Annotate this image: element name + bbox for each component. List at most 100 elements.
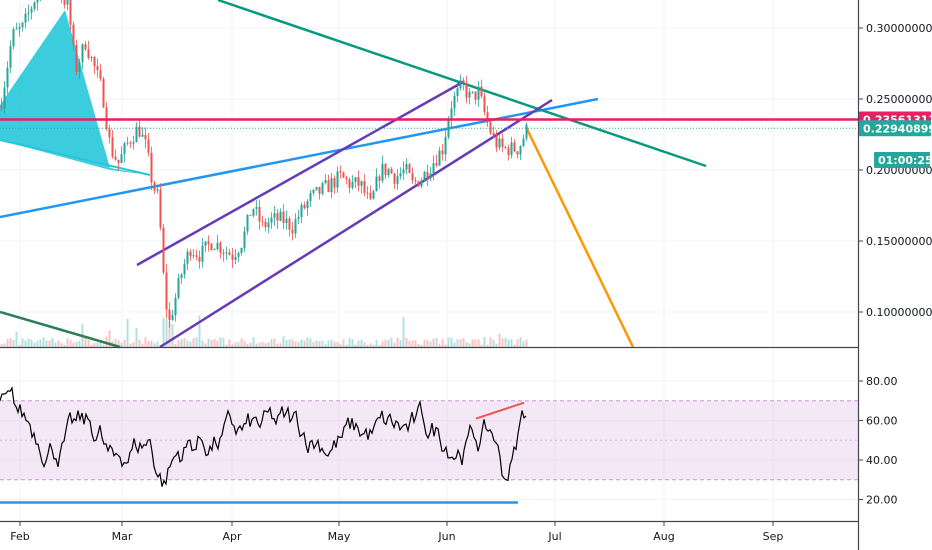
volume-bar bbox=[174, 344, 177, 347]
volume-bar bbox=[72, 342, 75, 347]
candle-body bbox=[231, 254, 234, 260]
volume-bar bbox=[234, 342, 237, 347]
candle-body bbox=[405, 164, 408, 170]
volume-bar bbox=[222, 338, 225, 347]
candle-body bbox=[36, 0, 39, 3]
volume-bar bbox=[210, 340, 213, 347]
candle-body bbox=[420, 180, 423, 187]
candle-body bbox=[90, 56, 93, 58]
volume-bar bbox=[24, 340, 27, 347]
candle-body bbox=[489, 122, 492, 133]
volume-bar bbox=[327, 340, 330, 347]
candle-body bbox=[159, 189, 162, 228]
volume-bar bbox=[513, 344, 516, 347]
candle-body bbox=[72, 24, 75, 45]
volume-bar bbox=[441, 339, 444, 347]
volume-bar bbox=[417, 344, 420, 347]
candle-body bbox=[246, 214, 249, 232]
volume-bar bbox=[57, 340, 60, 347]
candle-body bbox=[402, 169, 405, 174]
candle-body bbox=[522, 138, 525, 147]
candle-body bbox=[465, 82, 468, 98]
volume-bar bbox=[498, 333, 501, 347]
candle-body bbox=[276, 213, 279, 221]
candle-body bbox=[288, 218, 291, 230]
volume-bar bbox=[456, 339, 459, 347]
candle-body bbox=[84, 44, 87, 50]
price-axis-tick-label: 0.25000000 bbox=[866, 93, 932, 106]
candle-body bbox=[426, 171, 429, 179]
volume-bar bbox=[201, 340, 204, 347]
price-tag bbox=[859, 120, 931, 137]
candle-body bbox=[354, 177, 357, 182]
volume-bar bbox=[144, 337, 147, 347]
candle-body bbox=[372, 191, 375, 199]
volume-bar bbox=[51, 338, 54, 347]
candle-body bbox=[390, 168, 393, 174]
candle-body bbox=[249, 214, 252, 216]
candle-body bbox=[462, 80, 465, 83]
volume-bar bbox=[309, 338, 312, 347]
volume-bar bbox=[165, 318, 168, 347]
volume-bar bbox=[108, 330, 111, 347]
candle-body bbox=[21, 22, 24, 27]
volume-bar bbox=[351, 339, 354, 347]
candle-body bbox=[510, 142, 513, 156]
price-axis-tick-label: 0.15000000 bbox=[866, 235, 932, 248]
candle-body bbox=[459, 80, 462, 89]
volume-bar bbox=[87, 339, 90, 347]
candle-body bbox=[27, 12, 30, 14]
candle-body bbox=[243, 231, 246, 249]
candle-body bbox=[303, 204, 306, 209]
candle-body bbox=[423, 171, 426, 181]
volume-bar bbox=[426, 340, 429, 347]
candle-body bbox=[483, 96, 486, 113]
candle-body bbox=[141, 134, 144, 137]
channel-line bbox=[159, 98, 553, 349]
volume-bar bbox=[453, 342, 456, 347]
x-axis-tick-label: Mar bbox=[112, 530, 133, 543]
candle-body bbox=[18, 26, 21, 29]
volume-bar bbox=[162, 317, 165, 347]
candle-body bbox=[153, 182, 156, 191]
rsi-pane bbox=[0, 386, 527, 504]
candle-body bbox=[318, 186, 321, 194]
volume-bar bbox=[378, 344, 381, 347]
candle-body bbox=[195, 255, 198, 257]
x-axis-tick-label: Feb bbox=[10, 530, 29, 543]
volume-bar bbox=[99, 342, 102, 347]
volume-bar bbox=[219, 337, 222, 347]
volume-bar bbox=[150, 340, 153, 347]
volume-bar bbox=[336, 342, 339, 347]
trend-line bbox=[0, 139, 151, 176]
candle-body bbox=[225, 252, 228, 254]
candle-body bbox=[108, 128, 111, 138]
candle-body bbox=[348, 179, 351, 188]
volume-bar bbox=[6, 338, 9, 347]
x-axis-tick-label: Sep bbox=[763, 530, 784, 543]
volume-bar bbox=[399, 340, 402, 347]
candle-body bbox=[207, 241, 210, 245]
volume-bar bbox=[135, 327, 138, 347]
candle-body bbox=[183, 263, 186, 275]
volume-bar bbox=[60, 343, 63, 347]
volume-bar bbox=[444, 344, 447, 347]
volume-bar bbox=[465, 342, 468, 347]
candle-body bbox=[180, 274, 183, 279]
candle-body bbox=[375, 176, 378, 192]
volume-bar bbox=[252, 337, 255, 347]
price-tag-label: 01:00:25 bbox=[878, 154, 932, 167]
candle-body bbox=[312, 189, 315, 193]
volume-bar bbox=[177, 339, 180, 347]
volume-bar bbox=[357, 340, 360, 347]
candle-body bbox=[315, 186, 318, 190]
volume-bar bbox=[96, 342, 99, 347]
volume-bar bbox=[102, 344, 105, 347]
volume-bar bbox=[264, 343, 267, 347]
volume-bar bbox=[339, 344, 342, 347]
volume-bar bbox=[516, 339, 519, 347]
volume-bar bbox=[408, 340, 411, 347]
